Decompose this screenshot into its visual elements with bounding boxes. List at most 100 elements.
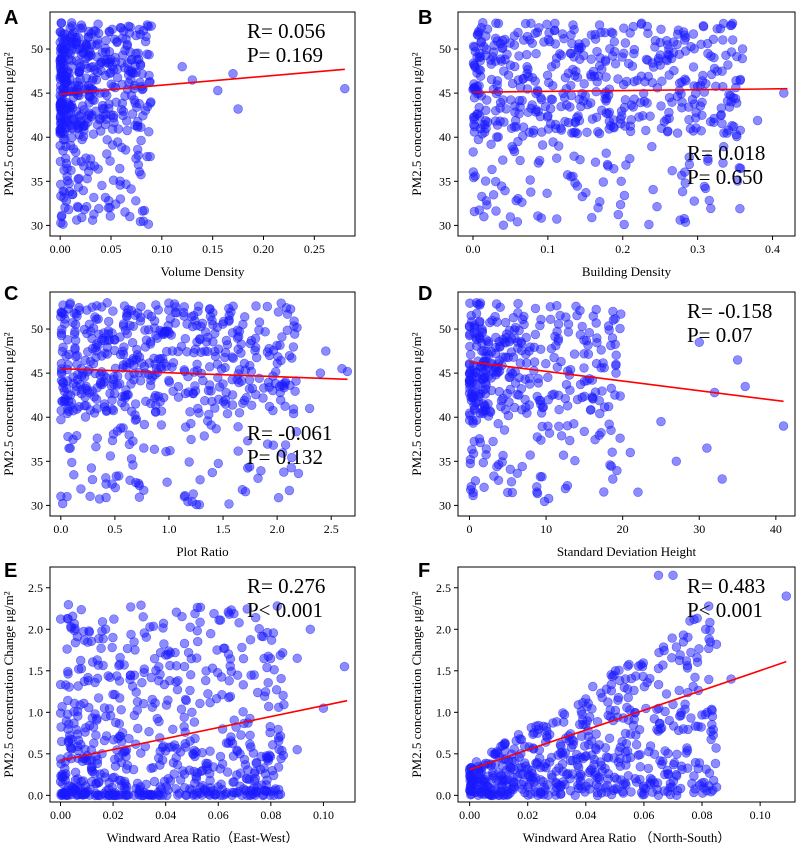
scatter-point — [603, 401, 614, 412]
scatter-point — [279, 699, 289, 710]
scatter-point — [226, 736, 236, 746]
scatter-point — [81, 400, 91, 411]
scatter-point — [286, 463, 296, 473]
scatter-point — [254, 317, 265, 327]
scatter-points — [464, 570, 791, 801]
scatter-point — [93, 164, 103, 174]
scatter-point — [552, 214, 562, 224]
scatter-point — [199, 431, 210, 441]
scatter-point — [505, 212, 516, 222]
scatter-point — [582, 127, 592, 138]
scatter-point — [245, 462, 255, 472]
scatter-point — [108, 374, 119, 385]
scatter-point — [509, 402, 520, 413]
correlation-p: P= 0.132 — [247, 445, 323, 469]
scatter-point — [560, 393, 570, 404]
scatter-point — [112, 671, 122, 681]
scatter-point — [339, 661, 350, 672]
scatter-point — [506, 123, 517, 134]
scatter-point — [57, 98, 67, 108]
scatter-point — [179, 365, 189, 375]
scatter-point — [245, 338, 256, 349]
scatter-point — [669, 758, 680, 768]
scatter-point — [549, 25, 560, 36]
scatter-points — [55, 599, 350, 801]
scatter-point — [539, 496, 550, 507]
scatter-point — [76, 484, 86, 494]
scatter-point — [778, 421, 789, 431]
scatter-point — [220, 352, 230, 363]
scatter-point — [514, 390, 524, 400]
scatter-point — [85, 491, 95, 501]
scatter-points — [55, 18, 350, 229]
scatter-point — [465, 298, 475, 308]
scatter-point — [689, 614, 699, 625]
scatter-point — [494, 776, 504, 786]
scatter-point — [155, 362, 166, 372]
scatter-point — [91, 442, 101, 452]
scatter-point — [478, 374, 489, 384]
scatter-point — [186, 653, 197, 664]
y-tick-label: 0.0 — [436, 788, 451, 802]
scatter-point — [138, 111, 148, 121]
scatter-point — [686, 713, 696, 723]
scatter-point — [73, 202, 83, 213]
scatter-point — [213, 85, 223, 96]
scatter-point — [658, 642, 669, 652]
scatter-point — [273, 493, 284, 503]
scatter-point — [186, 418, 196, 429]
scatter-point — [179, 661, 190, 672]
scatter-point — [520, 18, 531, 29]
scatter-point — [280, 440, 291, 450]
scatter-point — [470, 85, 481, 96]
scatter-point — [493, 790, 504, 800]
x-tick-label: 0.15 — [202, 242, 223, 256]
scatter-point — [510, 61, 520, 72]
scatter-point — [67, 29, 78, 39]
scatter-point — [276, 298, 286, 308]
scatter-point — [638, 671, 648, 682]
y-tick-label: 45 — [31, 366, 43, 380]
scatter-point — [93, 693, 104, 703]
scatter-point — [565, 435, 575, 446]
scatter-point — [122, 125, 132, 136]
scatter-point — [127, 338, 138, 348]
scatter-point — [480, 115, 491, 126]
scatter-point — [673, 725, 684, 736]
scatter-point — [532, 487, 542, 497]
scatter-point — [512, 217, 523, 227]
scatter-point — [104, 27, 115, 37]
scatter-point — [702, 443, 712, 453]
scatter-point — [191, 747, 201, 757]
scatter-point — [510, 756, 520, 766]
scatter-point — [493, 367, 503, 378]
plot-frame — [49, 566, 356, 803]
scatter-point — [618, 788, 628, 798]
scatter-point — [577, 715, 588, 725]
scatter-point — [468, 490, 478, 501]
scatter-point — [262, 662, 272, 673]
correlation-r: R= 0.483 — [687, 574, 765, 598]
scatter-point — [224, 315, 234, 325]
scatter-point — [692, 652, 702, 663]
x-tick-label: 0.00 — [50, 808, 71, 822]
scatter-point — [479, 212, 489, 222]
scatter-point — [475, 333, 485, 344]
scatter-point — [292, 744, 302, 755]
scatter-point — [136, 312, 146, 323]
scatter-point — [673, 25, 684, 35]
scatter-point — [216, 672, 227, 682]
chart-panel-a: A 0.00 0.05 0.10 0.15 0.20 0.25 30 35 40 45 50 Volum… — [1, 7, 356, 279]
scatter-point — [596, 688, 606, 698]
scatter-point — [106, 79, 117, 89]
scatter-point — [464, 321, 475, 331]
scatter-point — [518, 35, 529, 45]
scatter-point — [540, 758, 551, 769]
scatter-point — [78, 626, 89, 637]
scatter-point — [709, 113, 719, 124]
scatter-point — [542, 70, 553, 81]
x-tick-label: 0.3 — [690, 242, 705, 256]
scatter-point — [545, 302, 555, 312]
scatter-point — [537, 472, 547, 482]
scatter-point — [495, 116, 505, 126]
